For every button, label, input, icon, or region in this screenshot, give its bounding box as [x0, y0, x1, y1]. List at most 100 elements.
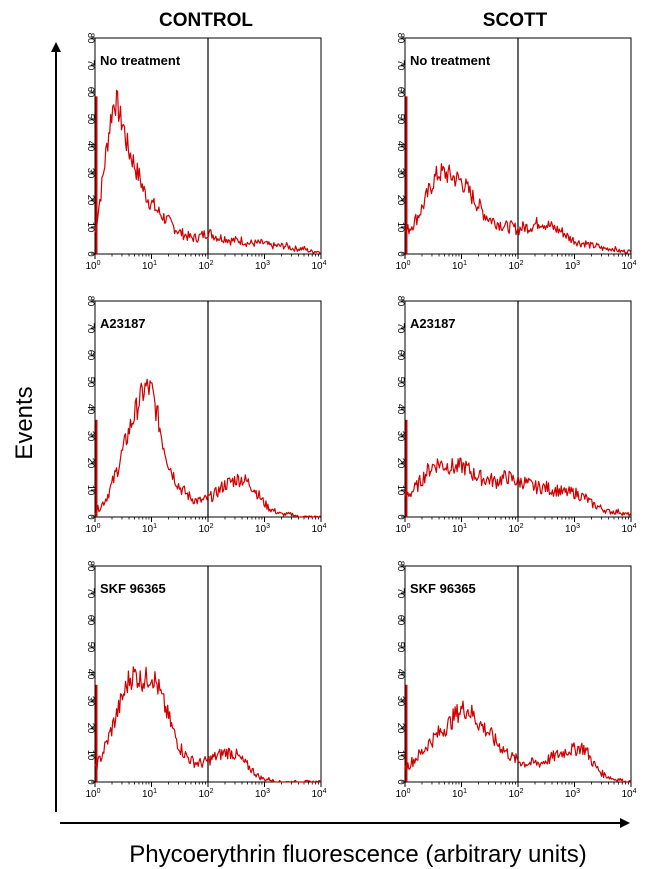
y-tick-label: 20: [395, 723, 406, 734]
x-tick-label: 100: [85, 260, 100, 272]
x-axis-label: Phycoerythrin fluorescence (arbitrary un…: [129, 841, 587, 868]
panel-label-backing: [409, 316, 457, 331]
x-tick-label: 101: [142, 260, 157, 272]
histogram-trace: [404, 457, 632, 517]
histogram-trace: [404, 700, 632, 783]
column-title-control: CONTROL: [159, 10, 253, 31]
x-tick-label: 102: [508, 788, 523, 800]
y-tick-label: 60: [85, 350, 96, 361]
y-tick-label: 80: [395, 561, 406, 572]
y-tick-label: 10: [85, 222, 96, 233]
x-tick-label: 104: [621, 523, 636, 535]
y-tick-label: 60: [85, 87, 96, 98]
y-tick-label: 70: [395, 60, 406, 71]
y-tick-label: 40: [395, 669, 406, 680]
x-tick-label: 100: [395, 523, 410, 535]
histogram-trace: [404, 163, 632, 254]
y-tick-label: 30: [395, 431, 406, 442]
y-tick-label: 60: [395, 350, 406, 361]
y-tick-label: 70: [85, 323, 96, 334]
y-tick-label: 50: [85, 642, 96, 653]
y-tick-label: 10: [395, 222, 406, 233]
y-axis-label: Events: [11, 386, 38, 459]
panel-label-backing: [99, 316, 147, 331]
histogram-trace: [94, 666, 322, 783]
y-tick-label: 50: [395, 114, 406, 125]
x-tick-label: 100: [85, 788, 100, 800]
panel-label: A23187: [410, 316, 456, 331]
panel-label: No treatment: [100, 53, 181, 68]
x-tick-label: 103: [565, 788, 580, 800]
panel-label-backing: [99, 53, 182, 68]
x-tick-label: 104: [311, 523, 326, 535]
x-tick-label: 104: [311, 260, 326, 272]
y-tick-label: 10: [395, 750, 406, 761]
y-tick-label: 50: [85, 377, 96, 388]
y-tick-label: 60: [85, 615, 96, 626]
panel-scott-no-treatment: 0 10 20 30 40 50 60 70 80 100 101 102 103 104 No treat…: [395, 33, 637, 272]
y-tick-label: 80: [395, 296, 406, 307]
panel-label-backing: [99, 581, 167, 596]
y-tick-label: 30: [85, 168, 96, 179]
x-tick-label: 103: [565, 523, 580, 535]
y-tick-label: 0: [85, 779, 96, 784]
x-tick-label: 100: [395, 788, 410, 800]
y-tick-label: 20: [395, 195, 406, 206]
y-tick-label: 30: [395, 696, 406, 707]
y-tick-label: 0: [395, 779, 406, 784]
y-tick-label: 30: [85, 431, 96, 442]
x-tick-label: 102: [508, 523, 523, 535]
y-tick-label: 50: [395, 642, 406, 653]
panel-label: No treatment: [410, 53, 491, 68]
y-tick-label: 0: [395, 514, 406, 519]
y-tick-label: 0: [85, 251, 96, 256]
y-tick-label: 40: [395, 141, 406, 152]
y-tick-label: 40: [85, 141, 96, 152]
y-tick-label: 10: [395, 485, 406, 496]
y-tick-label: 40: [85, 404, 96, 415]
x-tick-label: 103: [255, 260, 270, 272]
histogram-trace: [94, 89, 322, 254]
x-tick-label: 100: [85, 523, 100, 535]
y-tick-label: 60: [395, 87, 406, 98]
y-tick-label: 80: [85, 33, 96, 44]
y-tick-label: 30: [85, 696, 96, 707]
y-tick-label: 10: [85, 750, 96, 761]
x-tick-label: 101: [452, 788, 467, 800]
y-tick-label: 20: [85, 195, 96, 206]
y-tick-label: 20: [85, 723, 96, 734]
x-tick-label: 100: [395, 260, 410, 272]
y-tick-label: 40: [395, 404, 406, 415]
x-tick-label: 102: [508, 260, 523, 272]
panel-control-a23187: 0 10 20 30 40 50 60 70 80 100 101 102 103 104 A23187: [85, 296, 327, 535]
panel-label: SKF 96365: [410, 581, 476, 596]
x-tick-label: 104: [621, 260, 636, 272]
x-tick-label: 104: [621, 788, 636, 800]
y-tick-label: 10: [85, 485, 96, 496]
panel-control-skf-96365: 0 10 20 30 40 50 60 70 80 100 101 102 103 104 SKF 9636…: [85, 561, 327, 800]
y-tick-label: 0: [395, 251, 406, 256]
y-tick-label: 70: [85, 588, 96, 599]
panel-label-backing: [409, 581, 477, 596]
y-tick-label: 70: [395, 323, 406, 334]
y-tick-label: 60: [395, 615, 406, 626]
histogram-trace: [94, 378, 322, 518]
y-tick-label: 80: [85, 561, 96, 572]
y-tick-label: 20: [395, 458, 406, 469]
y-tick-label: 50: [395, 377, 406, 388]
x-tick-label: 102: [198, 523, 213, 535]
x-tick-label: 102: [198, 260, 213, 272]
panel-scott-a23187: 0 10 20 30 40 50 60 70 80 100 101 102 103 104 A23187: [395, 296, 637, 535]
x-tick-label: 103: [255, 788, 270, 800]
y-tick-label: 70: [85, 60, 96, 71]
y-tick-label: 50: [85, 114, 96, 125]
y-tick-label: 80: [85, 296, 96, 307]
x-tick-label: 101: [142, 788, 157, 800]
column-title-scott: SCOTT: [483, 10, 548, 31]
x-tick-label: 101: [142, 523, 157, 535]
x-tick-label: 102: [198, 788, 213, 800]
y-tick-label: 20: [85, 458, 96, 469]
y-tick-label: 30: [395, 168, 406, 179]
x-tick-label: 104: [311, 788, 326, 800]
